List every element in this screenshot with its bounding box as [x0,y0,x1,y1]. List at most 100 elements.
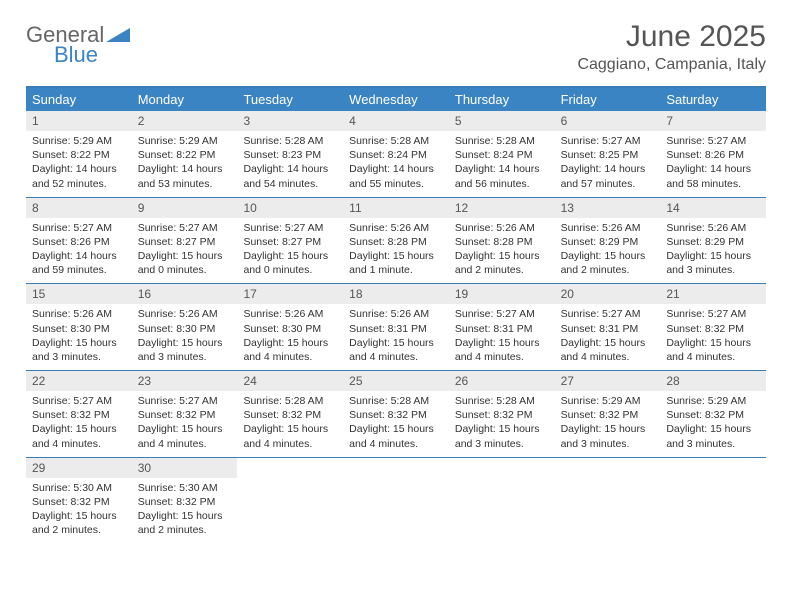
day-cell: 19Sunrise: 5:27 AMSunset: 8:31 PMDayligh… [449,284,555,370]
day-details: Sunrise: 5:27 AMSunset: 8:27 PMDaylight:… [237,221,343,278]
day-cell: 24Sunrise: 5:28 AMSunset: 8:32 PMDayligh… [237,371,343,457]
sunset-text: Sunset: 8:32 PM [138,495,232,509]
sunrise-text: Sunrise: 5:27 AM [455,307,549,321]
day-details: Sunrise: 5:29 AMSunset: 8:32 PMDaylight:… [555,394,661,451]
day-details: Sunrise: 5:27 AMSunset: 8:31 PMDaylight:… [555,307,661,364]
daylight-text: Daylight: 14 hours and 55 minutes. [349,162,443,190]
date-number: 16 [132,284,238,304]
daylight-text: Daylight: 15 hours and 4 minutes. [138,422,232,450]
title-block: June 2025 Caggiano, Campania, Italy [577,20,766,76]
sunrise-text: Sunrise: 5:27 AM [561,134,655,148]
day-details: Sunrise: 5:29 AMSunset: 8:22 PMDaylight:… [26,134,132,191]
weekday-header: Sunday Monday Tuesday Wednesday Thursday… [26,88,766,111]
sunrise-text: Sunrise: 5:26 AM [138,307,232,321]
sunrise-text: Sunrise: 5:26 AM [349,221,443,235]
day-cell: 16Sunrise: 5:26 AMSunset: 8:30 PMDayligh… [132,284,238,370]
daylight-text: Daylight: 15 hours and 4 minutes. [561,336,655,364]
day-details: Sunrise: 5:29 AMSunset: 8:22 PMDaylight:… [132,134,238,191]
date-number: 17 [237,284,343,304]
sunset-text: Sunset: 8:26 PM [666,148,760,162]
sunset-text: Sunset: 8:32 PM [32,495,126,509]
daylight-text: Daylight: 14 hours and 59 minutes. [32,249,126,277]
date-number: 3 [237,111,343,131]
day-details: Sunrise: 5:26 AMSunset: 8:28 PMDaylight:… [343,221,449,278]
location-label: Caggiano, Campania, Italy [577,56,766,74]
day-cell: 28Sunrise: 5:29 AMSunset: 8:32 PMDayligh… [660,371,766,457]
weekday-thu: Thursday [449,88,555,111]
date-number: 23 [132,371,238,391]
date-number: 1 [26,111,132,131]
day-details: Sunrise: 5:27 AMSunset: 8:25 PMDaylight:… [555,134,661,191]
day-cell: 22Sunrise: 5:27 AMSunset: 8:32 PMDayligh… [26,371,132,457]
day-cell: 3 Sunrise: 5:28 AMSunset: 8:23 PMDaylight… [237,111,343,197]
daylight-text: Daylight: 15 hours and 2 minutes. [138,509,232,537]
sunrise-text: Sunrise: 5:27 AM [138,394,232,408]
day-cell: .... [449,458,555,544]
weekday-sat: Saturday [660,88,766,111]
sunset-text: Sunset: 8:32 PM [666,408,760,422]
sunset-text: Sunset: 8:32 PM [455,408,549,422]
day-cell: 21Sunrise: 5:27 AMSunset: 8:32 PMDayligh… [660,284,766,370]
sunrise-text: Sunrise: 5:26 AM [455,221,549,235]
day-cell: .... [555,458,661,544]
date-number: 5 [449,111,555,131]
daylight-text: Daylight: 15 hours and 4 minutes. [243,336,337,364]
sunrise-text: Sunrise: 5:27 AM [561,307,655,321]
daylight-text: Daylight: 15 hours and 4 minutes. [243,422,337,450]
day-cell: .... [660,458,766,544]
sunset-text: Sunset: 8:23 PM [243,148,337,162]
logo-triangle-icon [106,24,130,46]
sunset-text: Sunset: 8:32 PM [32,408,126,422]
day-cell: 1 Sunrise: 5:29 AMSunset: 8:22 PMDaylight… [26,111,132,197]
daylight-text: Daylight: 15 hours and 3 minutes. [455,422,549,450]
daylight-text: Daylight: 15 hours and 3 minutes. [666,249,760,277]
sunset-text: Sunset: 8:25 PM [561,148,655,162]
day-cell: 4Sunrise: 5:28 AMSunset: 8:24 PMDaylight… [343,111,449,197]
day-details: Sunrise: 5:28 AMSunset: 8:32 PMDaylight:… [343,394,449,451]
daylight-text: Daylight: 14 hours and 52 minutes. [32,162,126,190]
week-row: 29Sunrise: 5:30 AMSunset: 8:32 PMDayligh… [26,458,766,544]
day-details: Sunrise: 5:27 AMSunset: 8:26 PMDaylight:… [660,134,766,191]
day-cell: 12Sunrise: 5:26 AMSunset: 8:28 PMDayligh… [449,198,555,284]
sunset-text: Sunset: 8:22 PM [32,148,126,162]
daylight-text: Daylight: 14 hours and 54 minutes. [243,162,337,190]
day-details: Sunrise: 5:27 AMSunset: 8:26 PMDaylight:… [26,221,132,278]
sunset-text: Sunset: 8:31 PM [455,322,549,336]
sunrise-text: Sunrise: 5:28 AM [349,134,443,148]
page-title: June 2025 [577,20,766,54]
week-row: 8Sunrise: 5:27 AMSunset: 8:26 PMDaylight… [26,198,766,285]
sunrise-text: Sunrise: 5:26 AM [32,307,126,321]
day-cell: 13Sunrise: 5:26 AMSunset: 8:29 PMDayligh… [555,198,661,284]
day-cell: .... [343,458,449,544]
date-number: 2 [132,111,238,131]
date-number: 6 [555,111,661,131]
daylight-text: Daylight: 14 hours and 53 minutes. [138,162,232,190]
day-cell: 9Sunrise: 5:27 AMSunset: 8:27 PMDaylight… [132,198,238,284]
day-details: Sunrise: 5:26 AMSunset: 8:31 PMDaylight:… [343,307,449,364]
sunset-text: Sunset: 8:28 PM [455,235,549,249]
date-number: 28 [660,371,766,391]
daylight-text: Daylight: 15 hours and 4 minutes. [455,336,549,364]
sunrise-text: Sunrise: 5:28 AM [349,394,443,408]
weekday-fri: Friday [555,88,661,111]
day-details: Sunrise: 5:26 AMSunset: 8:30 PMDaylight:… [237,307,343,364]
date-number: 22 [26,371,132,391]
day-cell: 30Sunrise: 5:30 AMSunset: 8:32 PMDayligh… [132,458,238,544]
date-number: 9 [132,198,238,218]
day-cell: 2 Sunrise: 5:29 AMSunset: 8:22 PMDaylight… [132,111,238,197]
date-number: 21 [660,284,766,304]
daylight-text: Daylight: 15 hours and 2 minutes. [561,249,655,277]
day-cell: 20Sunrise: 5:27 AMSunset: 8:31 PMDayligh… [555,284,661,370]
sunrise-text: Sunrise: 5:28 AM [455,394,549,408]
sunset-text: Sunset: 8:26 PM [32,235,126,249]
daylight-text: Daylight: 15 hours and 2 minutes. [455,249,549,277]
daylight-text: Daylight: 15 hours and 2 minutes. [32,509,126,537]
daylight-text: Daylight: 15 hours and 3 minutes. [138,336,232,364]
day-cell: 15Sunrise: 5:26 AMSunset: 8:30 PMDayligh… [26,284,132,370]
day-cell: 23Sunrise: 5:27 AMSunset: 8:32 PMDayligh… [132,371,238,457]
daylight-text: Daylight: 15 hours and 4 minutes. [349,422,443,450]
date-number: 11 [343,198,449,218]
sunrise-text: Sunrise: 5:28 AM [243,134,337,148]
sunrise-text: Sunrise: 5:29 AM [561,394,655,408]
date-number: 10 [237,198,343,218]
